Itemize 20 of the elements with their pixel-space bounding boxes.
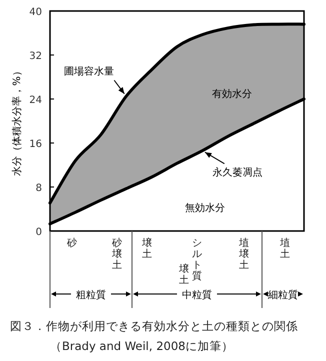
annotation: 有効水分	[212, 88, 252, 100]
y-tick-label: 24	[29, 95, 42, 106]
text: 細粒質	[267, 289, 298, 301]
text: 中粒質	[182, 289, 212, 301]
text: 砂	[66, 237, 77, 249]
y-tick-label: 16	[29, 139, 42, 150]
text: 粗粒質	[76, 289, 106, 301]
text: 埴壌土	[238, 237, 249, 271]
text: 砂壌土	[111, 237, 122, 271]
text: 圃場容水量	[64, 65, 114, 78]
annotation: 無効水分	[185, 202, 225, 214]
caption: 図３．作物が利用できる有効水分と土の種類との関係（Brady and Weil, 2008に加筆）	[10, 319, 298, 353]
y-axis-title: 水分（体積水分率，%）	[11, 66, 23, 176]
y-tick-label: 40	[29, 7, 42, 18]
text: 壌土	[141, 237, 152, 260]
y-tick-label: 8	[36, 183, 42, 194]
text: 埴土	[279, 237, 290, 260]
y-tick-label: 0	[36, 227, 42, 238]
y-tick-label: 32	[29, 51, 42, 62]
legend-label: 永久萎凋点	[212, 166, 262, 179]
